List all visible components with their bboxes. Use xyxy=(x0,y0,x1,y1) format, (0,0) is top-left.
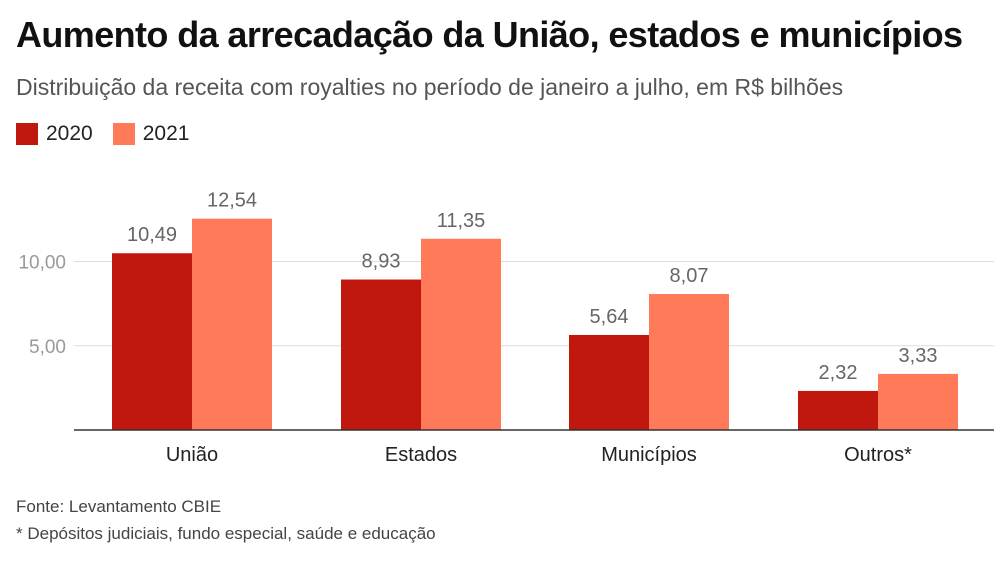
data-label-2021-2: 8,07 xyxy=(670,265,709,287)
legend-label-2020: 2020 xyxy=(46,122,93,145)
legend-item-2021: 2021 xyxy=(112,122,190,146)
bar-chart: 5,00 10,00 10,49 12,54 União 8,93 11,35 Estados… xyxy=(18,190,994,466)
bar-2021-2 xyxy=(649,294,729,430)
x-tick-label-0: União xyxy=(166,444,218,466)
data-label-2021-1: 11,35 xyxy=(437,210,486,232)
y-tick-label-10: 10,00 xyxy=(18,253,66,274)
bar-2020-1 xyxy=(341,279,421,430)
legend-swatch-2021 xyxy=(112,123,135,145)
data-label-2021-3: 3,33 xyxy=(899,345,938,367)
legend-label-2021: 2021 xyxy=(142,122,190,145)
legend: 2020 2021 xyxy=(16,122,209,146)
data-label-2020-1: 8,93 xyxy=(362,251,401,273)
x-tick-label-1: Estados xyxy=(385,444,457,466)
bar-2020-0 xyxy=(112,253,192,430)
bar-2020-2 xyxy=(569,334,649,430)
x-tick-label-2: Municípios xyxy=(601,444,697,466)
chart-title: Aumento da arrecadação da União, estados… xyxy=(16,14,963,55)
footnote: * Depósitos judiciais, fundo especial, s… xyxy=(16,524,436,543)
chart-subtitle: Distribuição da receita com royalties no… xyxy=(16,74,844,100)
bar-2021-1 xyxy=(421,238,501,430)
data-label-2020-2: 5,64 xyxy=(590,306,629,328)
source-note: Fonte: Levantamento CBIE xyxy=(16,497,222,516)
y-tick-label-5: 5,00 xyxy=(29,337,66,358)
data-label-2020-0: 10,49 xyxy=(127,224,177,246)
bar-2021-0 xyxy=(192,218,272,430)
data-label-2020-3: 2,32 xyxy=(819,362,858,384)
legend-item-2020: 2020 xyxy=(16,122,93,146)
legend-swatch-2020 xyxy=(16,123,38,145)
x-tick-label-3: Outros* xyxy=(844,444,912,466)
bar-2020-3 xyxy=(798,390,878,430)
bar-2021-3 xyxy=(878,373,958,430)
data-label-2021-0: 12,54 xyxy=(207,190,257,212)
